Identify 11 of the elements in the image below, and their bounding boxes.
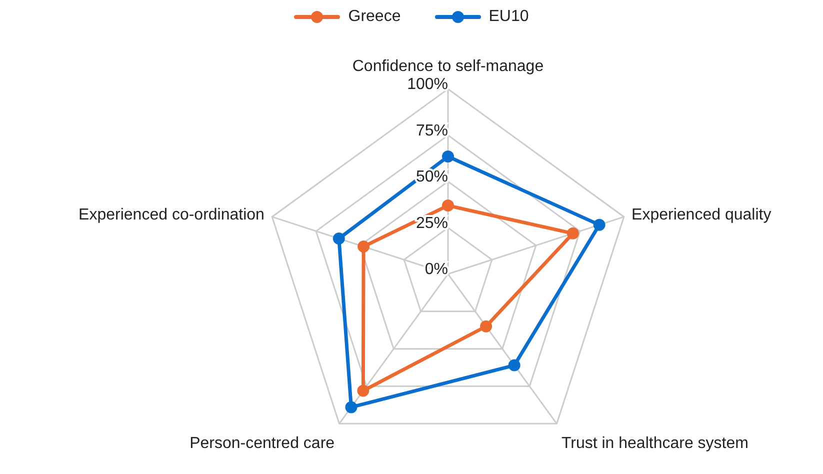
- y-tick-label: 0%: [424, 261, 448, 278]
- spoke-label: Experienced co-ordination: [78, 206, 264, 224]
- legend-label: EU10: [488, 8, 529, 26]
- spoke-label: Confidence to self-manage: [352, 58, 544, 75]
- y-tick-label: 100%: [407, 76, 448, 93]
- legend-label: Greece: [348, 8, 401, 26]
- spoke-label: Person-centred care: [190, 435, 335, 452]
- y-tick-label: 25%: [416, 214, 448, 232]
- spoke-label: Experienced quality: [632, 206, 772, 224]
- y-tick-label: 75%: [416, 122, 448, 140]
- spoke-label: Trust in healthcare system: [561, 435, 748, 452]
